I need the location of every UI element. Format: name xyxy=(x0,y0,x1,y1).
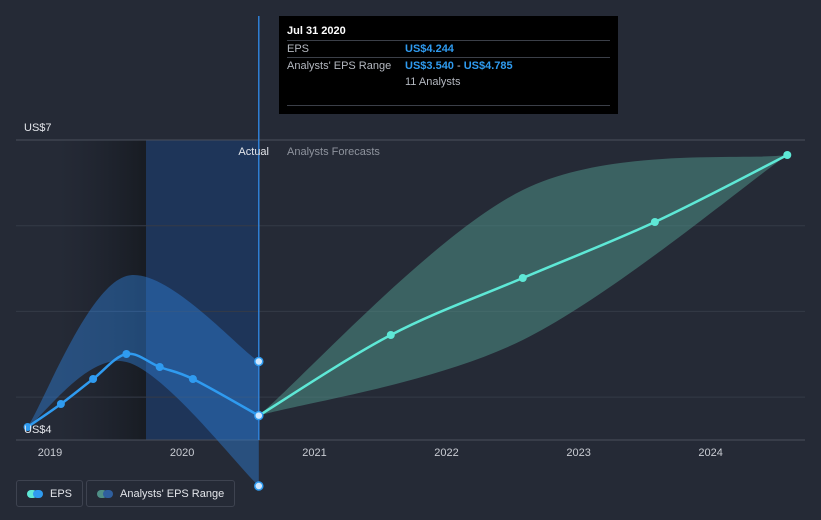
eps-range-actual-area xyxy=(27,275,259,486)
tooltip: Jul 31 2020 EPS US$4.244 Analysts' EPS R… xyxy=(279,16,618,114)
tooltip-eps-row: EPS US$4.244 xyxy=(287,40,610,57)
tooltip-eps-value: US$4.244 xyxy=(405,43,454,55)
range-high-marker[interactable] xyxy=(254,356,264,367)
eps-range-forecast-area xyxy=(258,155,788,416)
eps-point-forecast[interactable] xyxy=(386,331,395,339)
x-tick-label: 2019 xyxy=(38,447,62,459)
eps-point-forecast[interactable] xyxy=(650,218,659,226)
x-tick-label: 2021 xyxy=(302,447,326,459)
legend-eps-button[interactable]: EPS xyxy=(16,480,84,507)
y-tick-label: US$7 xyxy=(24,122,52,134)
y-axis-labels: US$7 US$4 xyxy=(24,122,52,436)
tooltip-range-row: Analysts' EPS Range US$3.540 - US$4.785 xyxy=(287,57,610,74)
range-low-marker[interactable] xyxy=(254,481,264,491)
tooltip-eps-label: EPS xyxy=(287,43,310,55)
eps-point-actual[interactable] xyxy=(122,350,131,358)
eps-point-actual[interactable] xyxy=(155,363,164,371)
eps-point-forecast[interactable] xyxy=(518,274,527,282)
legend-eps-label: EPS xyxy=(50,487,73,500)
legend-range-label: Analysts' EPS Range xyxy=(120,487,225,500)
tooltip-range-high: US$4.785 xyxy=(463,60,513,72)
legend-range-button[interactable]: Analysts' EPS Range xyxy=(86,480,236,507)
tooltip-analysts-count: 11 Analysts xyxy=(405,76,461,88)
eps-hover-marker[interactable] xyxy=(254,410,264,421)
tooltip-range-low: US$3.540 xyxy=(405,60,454,72)
eps-point-actual[interactable] xyxy=(188,375,197,383)
range-legend-icon xyxy=(97,489,113,498)
eps-points xyxy=(23,151,792,491)
x-tick-label: 2020 xyxy=(170,447,194,459)
forecast-label: Analysts Forecasts xyxy=(287,146,380,158)
x-axis-labels: 2019 2020 2021 2022 2023 2024 xyxy=(38,447,723,459)
past-shade xyxy=(58,140,146,440)
eps-point-forecast[interactable] xyxy=(783,151,792,159)
y-tick-label: US$4 xyxy=(24,424,52,436)
actual-region xyxy=(146,140,259,440)
eps-legend-icon xyxy=(27,489,43,498)
tooltip-range-separator: - xyxy=(453,60,464,72)
x-tick-label: 2023 xyxy=(566,447,590,459)
eps-point-actual[interactable] xyxy=(23,423,32,431)
actual-label: Actual xyxy=(238,146,269,158)
x-tick-label: 2022 xyxy=(434,447,458,459)
eps-point-actual[interactable] xyxy=(89,375,98,383)
tooltip-range-label: Analysts' EPS Range xyxy=(287,60,392,72)
eps-point-actual[interactable] xyxy=(56,400,65,408)
tooltip-analysts-row: 11 Analysts xyxy=(287,74,610,90)
x-tick-label: 2024 xyxy=(698,447,722,459)
tooltip-date: Jul 31 2020 xyxy=(287,25,346,37)
